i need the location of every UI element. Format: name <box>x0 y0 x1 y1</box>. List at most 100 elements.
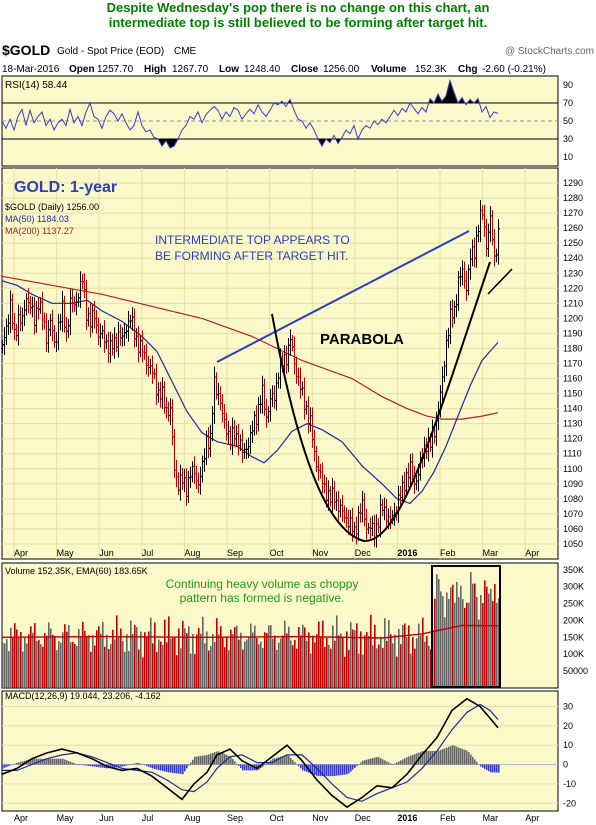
volume-value: 152.3K <box>415 64 447 75</box>
volume-bar <box>396 656 398 688</box>
macd-label: MACD(12,26,9) 19.044, 23.206, -4.162 <box>5 691 161 701</box>
volume-bar <box>82 621 84 688</box>
volume-tick-label: 350K <box>563 565 584 575</box>
macd-histogram-bar <box>292 760 294 765</box>
macd-histogram-bar <box>382 759 384 765</box>
price-tick-label: 1120 <box>563 434 582 444</box>
volume-bar <box>270 625 272 688</box>
volume-bar <box>476 596 478 688</box>
volume-bar <box>172 638 174 688</box>
rising-trendline <box>216 230 470 363</box>
price-tick-label: 1140 <box>563 404 582 414</box>
volume-bar <box>28 634 30 688</box>
volume-bar <box>52 634 54 688</box>
volume-bar <box>68 625 70 688</box>
volume-bar <box>292 645 294 688</box>
volume-bar <box>354 630 356 688</box>
volume-bar <box>90 651 92 688</box>
volume-bar <box>248 636 250 688</box>
macd-histogram-bar <box>396 762 398 765</box>
macd-histogram-bar <box>448 746 450 765</box>
volume-bar <box>290 640 292 688</box>
macd-histogram-bar <box>490 764 492 773</box>
macd-histogram-bar <box>152 764 154 769</box>
volume-bar <box>54 636 56 688</box>
x-tick-label-bottom: Jul <box>142 813 154 823</box>
macd-histogram-bar <box>100 764 102 768</box>
price-tick-label: 1280 <box>563 193 583 203</box>
macd-histogram-bar <box>118 764 120 767</box>
macd-histogram-bar <box>414 754 416 765</box>
volume-bar <box>404 623 406 688</box>
price-tick-label: 1270 <box>563 208 583 218</box>
macd-histogram-bar <box>34 758 36 765</box>
macd-histogram-bar <box>324 764 326 777</box>
volume-bar <box>212 634 214 688</box>
price-tick-label: 1240 <box>563 253 583 263</box>
rsi-tick-label: 10 <box>563 152 573 162</box>
macd-histogram-bar <box>342 764 344 775</box>
macd-histogram-bar <box>146 764 148 767</box>
volume-bar <box>178 628 180 688</box>
volume-bar <box>362 654 364 688</box>
macd-histogram-bar <box>204 755 206 765</box>
macd-histogram-bar <box>246 764 248 771</box>
volume-bar <box>444 617 446 688</box>
price-tick-label: 1100 <box>563 464 582 474</box>
volume-bar <box>194 654 196 688</box>
macd-histogram-bar <box>470 754 472 765</box>
support-line <box>487 268 513 295</box>
ohlc-line: 18-Mar-2016 Open 1257.70 High 1267.70 Lo… <box>2 64 546 75</box>
macd-histogram-bar <box>468 752 470 765</box>
macd-line <box>1 697 499 809</box>
macd-histogram-bar <box>6 764 8 767</box>
price-tick-label: 1070 <box>563 509 583 519</box>
macd-histogram-bar <box>228 755 230 765</box>
volume-bar <box>352 629 354 688</box>
volume-bar <box>204 643 206 688</box>
macd-histogram-bar <box>328 764 330 777</box>
macd-histogram-bar <box>478 764 480 765</box>
volume-bar <box>378 644 380 688</box>
volume-bar <box>388 620 390 688</box>
macd-histogram-bar <box>322 764 324 777</box>
macd-histogram-bar <box>28 759 30 765</box>
volume-tick-label: 150K <box>563 632 584 642</box>
macd-histogram-bar <box>390 763 392 765</box>
macd-histogram-bar <box>216 751 218 765</box>
macd-histogram-bar <box>336 764 338 776</box>
macd-histogram-bar <box>188 764 190 766</box>
volume-bar <box>152 643 154 688</box>
volume-tick-label: 250K <box>563 599 584 609</box>
volume-bar <box>360 631 362 688</box>
volume-bar <box>428 645 430 688</box>
macd-histogram-bar <box>410 755 412 765</box>
volume-bar <box>98 626 100 688</box>
macd-histogram-bar <box>462 749 464 765</box>
legend-ma200: MA(200) 1137.27 <box>5 226 74 236</box>
volume-bar <box>30 626 32 688</box>
macd-histogram-bar <box>136 762 138 765</box>
macd-histogram-bar <box>484 764 486 769</box>
macd-histogram-bar <box>276 757 278 765</box>
macd-histogram-bar <box>286 755 288 765</box>
volume-bar <box>234 627 236 688</box>
volume-bar <box>492 601 494 688</box>
x-tick-label: Mar <box>483 548 499 558</box>
macd-histogram-bar <box>172 764 174 773</box>
volume-bar <box>482 603 484 688</box>
x-tick-label: Jun <box>99 548 114 558</box>
volume-bar <box>106 634 108 688</box>
volume-bar <box>412 636 414 688</box>
volume-bar <box>358 653 360 688</box>
macd-histogram-bar <box>200 755 202 765</box>
volume-bar <box>488 593 490 688</box>
x-tick-label: Apr <box>525 548 539 558</box>
volume-bar <box>382 647 384 688</box>
macd-histogram-bar <box>88 764 90 766</box>
x-tick-label-bottom: Nov <box>312 813 329 823</box>
macd-histogram-bar <box>408 756 410 765</box>
macd-histogram-bar <box>76 764 78 765</box>
rsi-overbought-fill <box>459 97 464 103</box>
volume-bar <box>222 637 224 688</box>
